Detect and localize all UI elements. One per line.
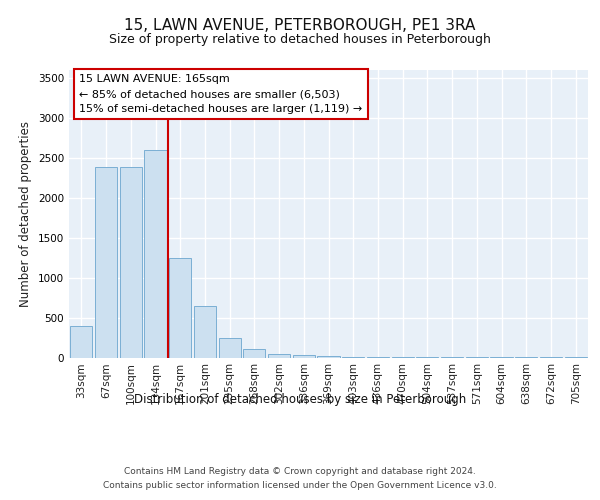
Bar xyxy=(95,166,117,358)
Bar xyxy=(145,150,167,358)
Bar xyxy=(70,326,92,358)
Bar xyxy=(194,306,216,358)
Text: Size of property relative to detached houses in Peterborough: Size of property relative to detached ho… xyxy=(109,32,491,46)
Bar xyxy=(268,354,290,358)
Bar xyxy=(243,348,265,358)
Bar xyxy=(218,338,241,357)
Bar xyxy=(119,166,142,358)
Text: 15 LAWN AVENUE: 165sqm
← 85% of detached houses are smaller (6,503)
15% of semi-: 15 LAWN AVENUE: 165sqm ← 85% of detached… xyxy=(79,74,362,114)
Bar xyxy=(293,355,315,358)
Y-axis label: Number of detached properties: Number of detached properties xyxy=(19,120,32,306)
Bar xyxy=(169,258,191,358)
Text: Contains HM Land Registry data © Crown copyright and database right 2024.: Contains HM Land Registry data © Crown c… xyxy=(124,468,476,476)
Text: Distribution of detached houses by size in Peterborough: Distribution of detached houses by size … xyxy=(134,392,466,406)
Bar xyxy=(342,357,364,358)
Text: 15, LAWN AVENUE, PETERBOROUGH, PE1 3RA: 15, LAWN AVENUE, PETERBOROUGH, PE1 3RA xyxy=(124,18,476,32)
Bar xyxy=(317,356,340,358)
Text: Contains public sector information licensed under the Open Government Licence v3: Contains public sector information licen… xyxy=(103,481,497,490)
